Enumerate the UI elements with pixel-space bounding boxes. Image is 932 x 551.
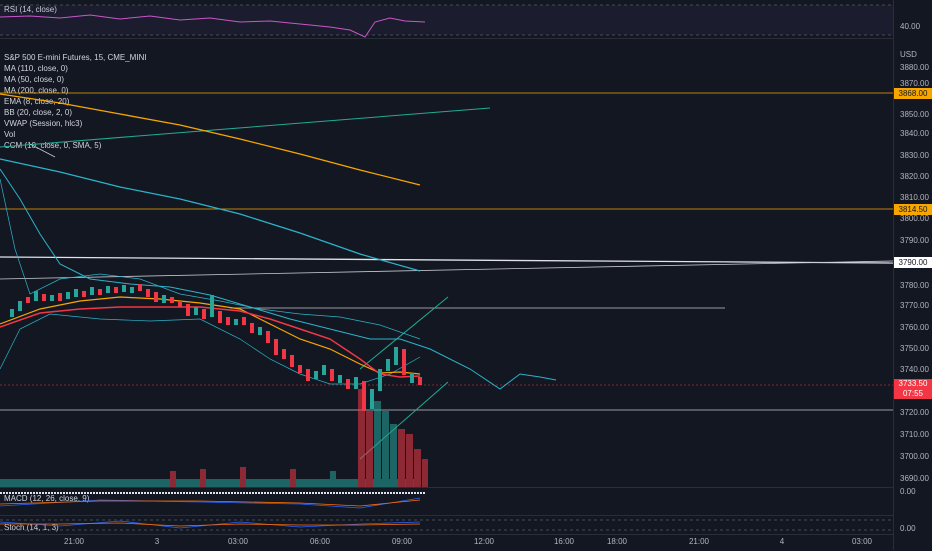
time-label-day4: 4	[779, 537, 785, 546]
currency-label: USD	[900, 50, 917, 59]
last-price-countdown: 07:55	[902, 389, 924, 398]
time-label-2100: 21:00	[63, 537, 85, 546]
legend-ma110: MA (110, close, 0)	[4, 64, 68, 73]
stoch-pane[interactable]: Stoch (14, 1, 3)	[0, 515, 893, 535]
macd-legend: MACD (12, 26, close, 9)	[4, 494, 90, 503]
bb-lower	[0, 313, 421, 385]
price-pane[interactable]: S&P 500 E-mini Futures, 15, CME_MINI MA …	[0, 39, 893, 487]
price-tick: 3780.00	[900, 281, 929, 290]
price-tick: 3750.00	[900, 344, 929, 353]
level-badge-3790: 3790.00	[894, 257, 932, 268]
time-label-day3: 3	[154, 537, 160, 546]
macd-pane[interactable]: MACD (12, 26, close, 9)	[0, 487, 893, 516]
last-price-badge: 3733.50 07:55	[894, 379, 932, 399]
price-tick: 3830.00	[900, 151, 929, 160]
time-label-0600: 06:00	[309, 537, 331, 546]
price-tick: 3880.00	[900, 63, 929, 72]
stoch-plot	[0, 519, 893, 531]
stoch-legend: Stoch (14, 1, 3)	[4, 523, 59, 532]
price-tick: 3740.00	[900, 365, 929, 374]
price-tick: 3840.00	[900, 129, 929, 138]
legend-vol: Vol	[4, 130, 16, 139]
price-tick: 3820.00	[900, 172, 929, 181]
rsi-legend: RSI (14, close)	[4, 5, 57, 14]
legend-ma50: MA (50, close, 0)	[4, 75, 65, 84]
macd-plot	[0, 492, 425, 509]
price-tick: 3810.00	[900, 193, 929, 202]
price-tick: 3760.00	[900, 323, 929, 332]
time-label-1200: 12:00	[473, 537, 495, 546]
rsi-pane[interactable]: RSI (14, close)	[0, 0, 893, 39]
price-tick: 3850.00	[900, 110, 929, 119]
macd-level-label: 0.00	[900, 487, 916, 496]
legend-ema: EMA (8, close, 20)	[4, 97, 70, 106]
ma110-line	[0, 158, 421, 272]
legend-ccm: CCM (10, close, 0, SMA, 5)	[4, 141, 102, 150]
time-label-1600: 16:00	[553, 537, 575, 546]
price-tick: 3710.00	[900, 430, 929, 439]
trend-line-white	[0, 256, 893, 264]
trend-line-white-2	[0, 260, 893, 280]
price-tick: 3690.00	[900, 474, 929, 483]
time-label-0900: 09:00	[391, 537, 413, 546]
ma50-line	[0, 168, 557, 390]
rsi-plot	[0, 4, 893, 38]
time-label-0300: 03:00	[227, 537, 249, 546]
legend-bb: BB (20, close, 2, 0)	[4, 108, 73, 117]
rsi-level-label: 40.00	[900, 22, 921, 31]
price-tick: 3720.00	[900, 408, 929, 417]
price-tick: 3700.00	[900, 452, 929, 461]
main-legend: S&P 500 E-mini Futures, 15, CME_MINI MA …	[4, 52, 147, 151]
last-price-value: 3733.50	[898, 379, 928, 388]
level-badge-3868: 3868.00	[894, 88, 932, 99]
time-label-0300b: 03:00	[851, 537, 873, 546]
time-label-2100b: 21:00	[688, 537, 710, 546]
price-plot	[0, 92, 893, 487]
candles	[10, 284, 422, 411]
legend-ma200: MA (200, close, 0)	[4, 86, 69, 95]
stoch-level-label: 0.00	[900, 524, 916, 533]
time-label-1800: 18:00	[606, 537, 628, 546]
price-tick: 3790.00	[900, 236, 929, 245]
price-tick: 3800.00	[900, 214, 929, 223]
price-axis[interactable]: 40.00 USD 3880.00 3870.00 3850.00 3840.0…	[893, 0, 932, 550]
price-tick: 3870.00	[900, 79, 929, 88]
legend-symbol: S&P 500 E-mini Futures, 15, CME_MINI	[4, 53, 147, 62]
vwap-line	[0, 306, 421, 378]
ma200-line	[0, 93, 421, 186]
time-axis[interactable]: 21:00 3 03:00 06:00 09:00 12:00 16:00 18…	[0, 534, 893, 551]
rsi-line	[0, 14, 426, 38]
legend-vwap: VWAP (Session, hlc3)	[4, 119, 83, 128]
price-tick: 3770.00	[900, 301, 929, 310]
volume-bars	[0, 389, 428, 487]
level-badge-3814: 3814.50	[894, 204, 932, 215]
bb-upper	[0, 178, 421, 340]
